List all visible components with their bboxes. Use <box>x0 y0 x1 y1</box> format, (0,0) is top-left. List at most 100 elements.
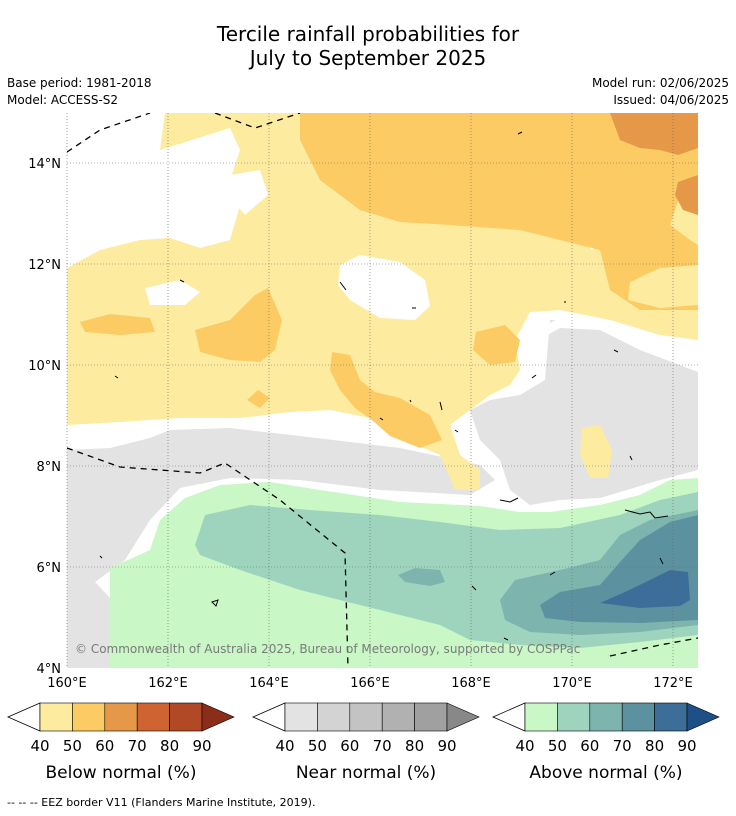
lat-label-4: 4°N <box>37 662 62 677</box>
eez-border-south <box>67 447 349 668</box>
colorbar-below-normal-title: Below normal (%) <box>46 763 197 783</box>
colorbar-above-normal-tick: 70 <box>613 737 632 755</box>
colorbar-above-normal-title: Above normal (%) <box>529 763 682 783</box>
above-normal-80-region <box>600 570 690 608</box>
colorbar-above-normal-high-arrow <box>686 702 720 732</box>
below-normal-50-region-south <box>330 352 442 448</box>
colorbar-above-normal-cell <box>557 702 591 732</box>
eez-footnote: -- -- -- EEZ border V11 (Flanders Marine… <box>7 796 316 809</box>
latitude-labels: 14°N 12°N 10°N 8°N 6°N 4°N <box>28 157 61 677</box>
island <box>659 557 664 565</box>
colorbar-below-normal-high-arrow <box>201 702 235 732</box>
island <box>179 279 185 283</box>
colorbar-near-normal-cell <box>349 702 383 732</box>
near-normal-region-east <box>470 320 698 505</box>
island <box>503 637 509 641</box>
copyright-notice: © Commonwealth of Australia 2025, Bureau… <box>75 642 580 656</box>
issued-date: Issued: 04/06/2025 <box>613 93 729 107</box>
colorbar-below-normal: 40 50 60 70 80 90 Below normal (%) <box>7 702 235 783</box>
lon-label-172: 172°E <box>653 676 693 691</box>
colorbar-below-normal-cell <box>39 702 73 732</box>
model-run: Model run: 02/06/2025 <box>591 76 729 90</box>
island <box>613 349 619 353</box>
below-normal-50-region-west <box>80 314 155 335</box>
colorbar-near-normal-tick: 80 <box>405 737 424 755</box>
lon-label-168: 168°E <box>451 676 491 691</box>
colorbar-above-normal-tick: 50 <box>548 737 567 755</box>
lon-label-164: 164°E <box>249 676 289 691</box>
colorbar-near-normal: 40 50 60 70 80 90 Near normal (%) <box>252 702 480 783</box>
island <box>114 375 119 379</box>
island <box>499 497 519 503</box>
base-period: Base period: 1981-2018 <box>7 76 152 90</box>
colorbar-above-normal-tick: 80 <box>645 737 664 755</box>
island <box>211 599 219 607</box>
below-normal-50-region-small <box>473 325 520 365</box>
title-line-2: July to September 2025 <box>249 46 487 70</box>
colorbar-near-normal-cell <box>414 702 448 732</box>
colorbar-below-normal-tick: 80 <box>160 737 179 755</box>
lon-label-170: 170°E <box>552 676 592 691</box>
colorbar-above-normal-tick: 60 <box>580 737 599 755</box>
probability-field <box>67 113 698 668</box>
colorbar-near-normal-cell <box>381 702 415 732</box>
island <box>549 571 556 576</box>
colorbar-above-normal: 40 50 60 70 80 90 Above normal (%) <box>492 702 720 783</box>
lon-label-160: 160°E <box>47 676 87 691</box>
below-normal-60-region-northeast <box>610 113 698 155</box>
island <box>624 509 669 519</box>
white-patch-central <box>338 255 430 320</box>
below-normal-50-region-central <box>195 288 282 362</box>
above-normal-60-region-island <box>398 568 445 586</box>
colorbar-below-normal-tick: 40 <box>30 737 49 755</box>
colorbar-below-normal-tick: 50 <box>63 737 82 755</box>
colorbar-near-normal-tick: 40 <box>275 737 294 755</box>
map-title: Tercile rainfall probabilities for July … <box>0 22 736 70</box>
colorbar-below-normal-cell <box>72 702 106 732</box>
island <box>339 281 347 291</box>
colorbar-near-normal-tick: 60 <box>340 737 359 755</box>
colorbar-above-normal-cell <box>621 702 655 732</box>
island <box>629 455 633 461</box>
colorbar-near-normal-cell <box>284 702 318 732</box>
colorbar-above-normal-low-arrow <box>492 702 526 732</box>
title-line-1: Tercile rainfall probabilities for <box>216 22 520 46</box>
meta-left: Base period: 1981-2018 Model: ACCESS-S2 <box>7 75 152 109</box>
island <box>409 399 412 403</box>
colorbar-below-normal-low-arrow <box>7 702 41 732</box>
colorbar-below-normal-tick: 70 <box>128 737 147 755</box>
colorbar-near-normal-high-arrow <box>446 702 480 732</box>
island <box>471 585 477 591</box>
island <box>439 401 443 411</box>
white-patch-west <box>145 280 200 305</box>
colorbar-near-normal-low-arrow <box>252 702 286 732</box>
island <box>99 555 103 559</box>
eez-borders <box>67 113 698 668</box>
colorbar-above-normal-cell <box>654 702 688 732</box>
longitude-labels: 160°E 162°E 164°E 166°E 168°E 170°E 172°… <box>47 676 693 691</box>
white-patch-east <box>515 318 698 372</box>
map-figure: 14°N 12°N 10°N 8°N 6°N 4°N 160°E 162°E 1… <box>7 113 720 783</box>
colorbar-above-normal-tick: 90 <box>677 737 696 755</box>
model-name: Model: ACCESS-S2 <box>7 93 119 107</box>
island <box>379 417 384 421</box>
colorbar-above-normal-cell <box>524 702 558 732</box>
lat-label-14: 14°N <box>28 157 61 172</box>
colorbar-below-normal-cell <box>136 702 170 732</box>
colorbar-near-normal-tick: 70 <box>373 737 392 755</box>
island <box>517 131 523 135</box>
lon-label-162: 162°E <box>148 676 188 691</box>
colorbar-above-normal-tick: 40 <box>515 737 534 755</box>
below-normal-50-region-north <box>300 113 698 310</box>
island <box>454 429 459 433</box>
colorbar-near-normal-tick: 50 <box>308 737 327 755</box>
colorbar-above-normal-cell <box>589 702 623 732</box>
colorbar-below-normal-tick: 60 <box>95 737 114 755</box>
eez-border-north <box>214 113 301 129</box>
lat-label-12: 12°N <box>28 258 61 273</box>
colorbar-near-normal-title: Near normal (%) <box>296 763 436 783</box>
below-normal-50-region-dot <box>247 390 270 408</box>
lat-label-8: 8°N <box>37 460 62 475</box>
below-normal-40-region-patch <box>580 425 612 478</box>
eez-border-northwest <box>67 113 151 153</box>
